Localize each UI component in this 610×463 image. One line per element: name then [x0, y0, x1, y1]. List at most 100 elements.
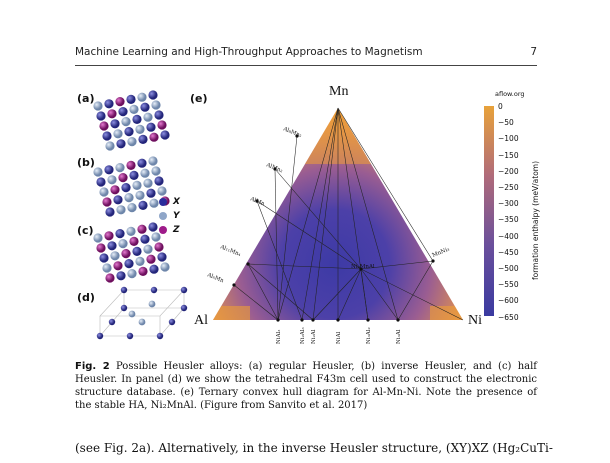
ternary-diagram: Al₈Mn₅ AlMn₂ AlMn Al₁₁Mn₄ Al₆Mn MnNi₃ Ni…	[205, 107, 464, 344]
panel-label-b: (b)	[77, 156, 95, 169]
colorbar-tick-label: −550	[498, 280, 519, 290]
site-legend-z: Z	[159, 223, 180, 237]
atom-z	[113, 261, 123, 271]
atom-y	[93, 101, 103, 111]
colorbar-tick-label: −150	[498, 150, 519, 160]
atom-x	[113, 195, 123, 205]
atom-z	[115, 97, 125, 107]
site-legend: X Y Z	[159, 195, 180, 237]
atom-x	[160, 130, 170, 140]
atom-z	[121, 249, 131, 259]
atom-y	[124, 193, 134, 203]
page-number: 7	[530, 46, 537, 58]
atom-y	[149, 198, 159, 208]
atom-z	[118, 173, 128, 183]
atom-y	[135, 256, 145, 266]
atom-y	[110, 251, 120, 261]
label-nial: NiAl	[336, 331, 342, 344]
label-ni2al3: Ni₂Al₃	[300, 327, 306, 344]
panel-label-a: (a)	[77, 92, 95, 105]
atom-y	[132, 180, 142, 190]
label-almn2: AlMn₂	[264, 162, 283, 174]
atom-x	[105, 207, 115, 217]
running-header: Machine Learning and High-Throughput App…	[75, 46, 537, 62]
y-site-icon	[159, 212, 167, 220]
crystal-structures	[93, 90, 188, 340]
corner-label-al: Al	[194, 313, 208, 328]
label-ni2mnal: Ni₂MnAl	[351, 264, 375, 270]
site-legend-x: X	[159, 195, 180, 209]
atom-x	[104, 165, 114, 175]
atom-x	[96, 111, 106, 121]
colorbar-gradient	[484, 106, 494, 316]
atom-z	[149, 132, 159, 142]
atom-z	[99, 121, 109, 131]
atom-z	[105, 273, 115, 283]
colorbar-tick-label: −100	[498, 134, 519, 144]
atom-z	[137, 224, 147, 234]
colorbar-tick-label: −400	[498, 231, 519, 241]
corner-label-ni: Ni	[468, 313, 482, 328]
x-site-icon	[159, 198, 167, 206]
colorbar-axis-label: formation enthalpy (meV/atom)	[531, 160, 540, 280]
atom-y	[126, 226, 136, 236]
atom-y	[148, 156, 158, 166]
atom-z	[157, 120, 167, 130]
atom-x	[154, 110, 164, 120]
colorbar-tick-label: −500	[498, 264, 519, 273]
atom-y	[129, 104, 139, 114]
label-al6mn: Al₆Mn	[205, 272, 224, 285]
atom-x	[110, 119, 120, 129]
caption-label: Fig. 2	[75, 361, 110, 372]
label-ni2al: Ni₂Al	[311, 329, 317, 344]
atom-x	[99, 253, 109, 263]
atom-y	[93, 167, 103, 177]
atom-y	[105, 141, 115, 151]
running-title: Machine Learning and High-Throughput App…	[75, 46, 423, 58]
atom-x	[148, 90, 158, 100]
figure-2: (a) (b) (c) (d) (e) X Y Z	[70, 84, 540, 346]
atom-y	[116, 205, 126, 215]
atom-y	[127, 203, 137, 213]
atom-y	[140, 168, 150, 178]
atom-x	[96, 177, 106, 187]
lattice-a	[93, 90, 170, 151]
atom-z	[126, 160, 136, 170]
atom-z	[138, 266, 148, 276]
colorbar-tick-label: −450	[498, 247, 519, 257]
site-legend-y: Y	[159, 209, 180, 223]
atom-x	[107, 241, 117, 251]
atom-z	[154, 242, 164, 252]
tie-lines	[233, 107, 464, 321]
atom-x	[124, 259, 134, 269]
colorbar-tick-label: −300	[498, 199, 519, 209]
header-rule	[75, 65, 537, 66]
atom-z	[102, 197, 112, 207]
atom-y	[143, 244, 153, 254]
atom-y	[143, 112, 153, 122]
atom-z	[146, 254, 156, 264]
corner-label-mn: Mn	[329, 84, 349, 99]
atom-y	[160, 262, 170, 272]
atom-y	[102, 263, 112, 273]
label-ni3al2: Ni₃Al₂	[366, 327, 372, 344]
atom-x	[138, 200, 148, 210]
atom-y	[127, 137, 137, 147]
colorbar-source: aflow.org	[495, 90, 525, 98]
colorbar-tick-label: −200	[498, 166, 519, 176]
colorbar-tick-label: −650	[498, 312, 519, 322]
atom-y	[113, 129, 123, 139]
atom-x	[138, 134, 148, 144]
atom-x	[126, 94, 136, 104]
figure-caption: Fig. 2 Possible Heusler alloys: (a) regu…	[75, 360, 537, 412]
atom-x	[115, 229, 125, 239]
colorbar-tick-label: −250	[498, 183, 519, 192]
body-paragraph: (see Fig. 2a). Alternatively, in the inv…	[75, 441, 553, 455]
label-al11mn4: Al₁₁Mn₄	[218, 244, 242, 258]
atom-x	[102, 131, 112, 141]
atom-z	[104, 231, 114, 241]
panel-label-e: (e)	[190, 92, 208, 105]
atom-x	[148, 222, 158, 232]
atom-y	[118, 239, 128, 249]
atom-x	[116, 271, 126, 281]
